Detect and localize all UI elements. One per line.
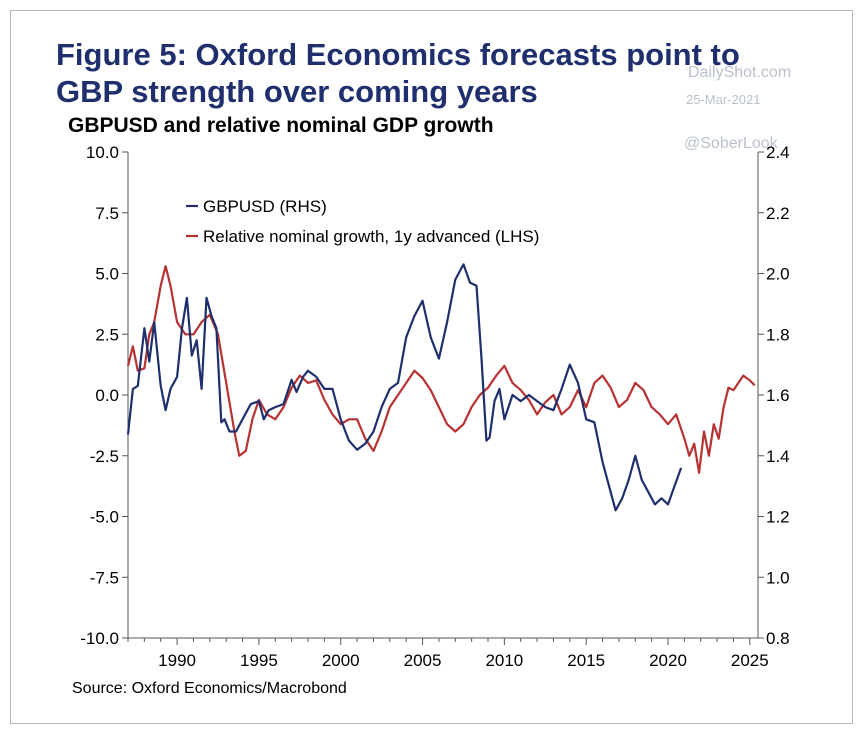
right-tick-label: 0.8 [766,629,790,648]
left-tick-label: 5.0 [95,265,119,284]
left-tick-label: -10.0 [80,629,119,648]
x-tick-label: 2000 [322,651,360,670]
legend-label: Relative nominal growth, 1y advanced (LH… [203,227,539,246]
chart-axes: 10.0 7.5 5.0 2.5 0.0 -2.5 -5.0 -7.5 -10.0 2.4 2.2 2… [80,143,789,670]
left-tick-label: -7.5 [90,568,119,587]
right-tick-label: 2.0 [766,265,790,284]
left-tick-label: 7.5 [95,204,119,223]
right-tick-label: 1.4 [766,447,790,466]
x-tick-label: 2015 [567,651,605,670]
chart-subtitle: GBPUSD and relative nominal GDP growth [68,114,494,137]
left-tick-label: -5.0 [90,508,119,527]
x-tick-label: 2025 [731,651,769,670]
source-note: Source: Oxford Economics/Macrobond [72,680,347,697]
right-tick-label: 2.2 [766,204,790,223]
right-tick-label: 1.0 [766,568,790,587]
x-tick-label: 1995 [240,651,278,670]
left-tick-label: 0.0 [95,386,119,405]
left-tick-label: 2.5 [95,325,119,344]
figure-title: Figure 5: Oxford Economics forecasts poi… [56,37,740,109]
right-tick-label: 1.6 [766,386,790,405]
x-tick-label: 2020 [649,651,687,670]
x-tick-label: 2010 [485,651,523,670]
watermark-site: DailyShot.com [688,64,792,81]
relative-growth-series-line [126,265,756,474]
left-tick-label: 10.0 [86,143,119,162]
chart-legend: GBPUSD (RHS) Relative nominal growth, 1y … [186,197,539,246]
watermark-handle: @SoberLook [684,135,778,152]
legend-label: GBPUSD (RHS) [203,197,327,216]
x-tick-label: 1990 [158,651,196,670]
x-tick-label: 2005 [404,651,442,670]
figure-frame [10,10,853,724]
watermark-date: 25-Mar-2021 [686,92,761,107]
series-layer [126,263,756,512]
right-tick-label: 1.8 [766,325,790,344]
right-tick-label: 1.2 [766,508,790,527]
left-tick-label: -2.5 [90,447,119,466]
gbpusd-series-line [126,263,683,512]
right-tick-label: 2.4 [766,143,790,162]
